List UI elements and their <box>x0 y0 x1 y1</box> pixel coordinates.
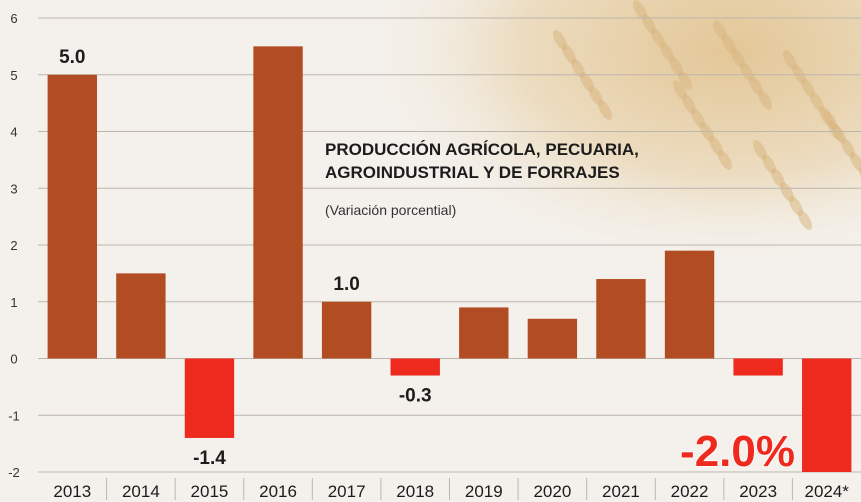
y-axis-ticks: -2 -1 0 1 2 3 4 5 6 <box>8 11 20 480</box>
x-category-label: 2022 <box>671 482 709 501</box>
grid-layer <box>38 17 861 473</box>
x-category-label: 2019 <box>465 482 503 501</box>
data-label-2013: 5.0 <box>59 47 85 68</box>
y-tick-label: -1 <box>8 408 20 423</box>
wheat-grain <box>758 90 772 110</box>
wheat-grain <box>798 210 812 230</box>
wheat-grain <box>598 100 612 120</box>
y-tick-label: 1 <box>10 295 17 310</box>
bars <box>47 46 852 472</box>
data-label-2024*: -2.0% <box>680 427 795 476</box>
y-tick-label: 0 <box>10 352 17 367</box>
x-category-label: 2021 <box>602 482 640 501</box>
bar-2019 <box>459 307 509 359</box>
bar-2024* <box>802 358 852 472</box>
bar-2017 <box>321 301 372 359</box>
x-category-label: 2016 <box>259 482 297 501</box>
data-labels: 5.0 -1.4 1.0 -0.3 -2.0% <box>59 47 796 477</box>
x-axis-categories: 2013 2014 2015 2016 2017 2018 2019 2020 2021 2022… <box>53 478 849 501</box>
y-tick-label: 2 <box>10 238 17 253</box>
y-tick-label: -2 <box>8 465 20 480</box>
bar-2014 <box>116 273 166 359</box>
bar-2016 <box>253 46 303 359</box>
bar-2023 <box>733 358 783 376</box>
data-label-2018: -0.3 <box>399 386 432 407</box>
y-tick-label: 4 <box>10 125 17 140</box>
y-tick-label: 5 <box>10 68 17 83</box>
x-category-label: 2014 <box>122 482 160 501</box>
x-category-label: 2013 <box>53 482 91 501</box>
chart-subtitle: (Variación porcential) <box>325 202 456 218</box>
bar-2013 <box>47 74 97 359</box>
x-category-label: 2020 <box>533 482 571 501</box>
bar-2022 <box>664 250 715 359</box>
wheat-grain <box>718 150 732 170</box>
wheat-decoration <box>553 0 861 230</box>
chart-title-line-2: AGROINDUSTRIAL Y DE FORRAJES <box>325 163 620 182</box>
x-category-label: 2024* <box>804 482 849 501</box>
y-tick-label: 6 <box>10 11 17 26</box>
x-category-label: 2018 <box>396 482 434 501</box>
bar-2021 <box>596 279 646 359</box>
bar-2020 <box>527 318 578 359</box>
bar-2018 <box>390 358 440 376</box>
x-category-label: 2017 <box>328 482 366 501</box>
y-tick-label: 3 <box>10 181 17 196</box>
bar-2015 <box>184 358 235 438</box>
chart-title-line-1: PRODUCCIÓN AGRÍCOLA, PECUARIA, <box>325 140 639 159</box>
data-label-2017: 1.0 <box>333 274 359 295</box>
x-category-label: 2023 <box>739 482 777 501</box>
x-category-label: 2015 <box>191 482 229 501</box>
data-label-2015: -1.4 <box>193 448 226 469</box>
